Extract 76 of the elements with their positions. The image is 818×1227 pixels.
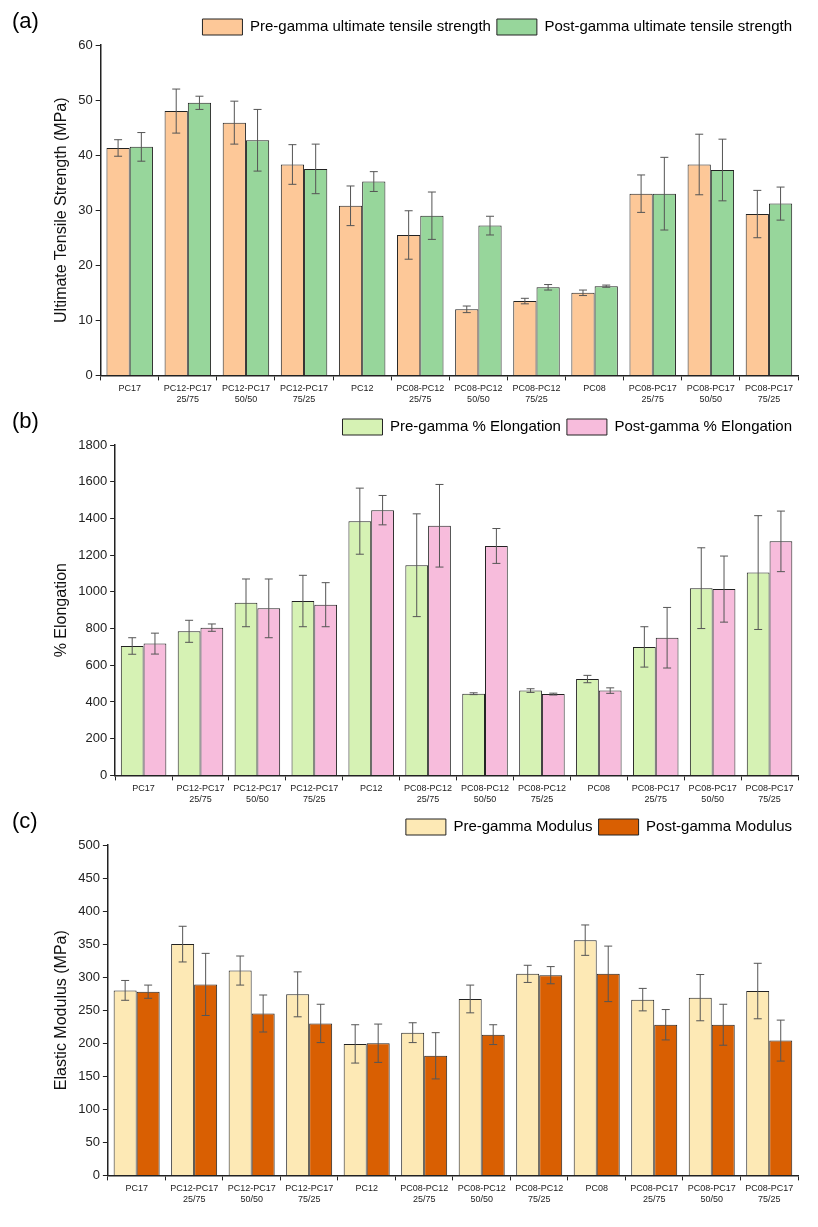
x-tick-label: PC08-PC17 25/75 (631, 783, 680, 805)
y-tick-label: 10 (78, 311, 93, 327)
y-tick-label: 400 (85, 693, 108, 709)
y-tick-label: 0 (92, 1166, 100, 1182)
y-tick-label: 300 (78, 968, 100, 984)
y-tick-label: 250 (78, 1001, 100, 1017)
x-tick-label: PC12-PC17 50/50 (227, 1183, 276, 1205)
y-axis-title: Ultimate Tensile Strength (MPa) (52, 97, 70, 323)
x-tick-label: PC08-PC12 25/75 (404, 783, 453, 805)
legend-label: Pre-gamma % Elongation (389, 417, 561, 435)
y-tick-label: 50 (85, 1133, 100, 1149)
x-tick-label: PC17 (118, 383, 141, 394)
x-tick-label: PC08-PC17 25/75 (630, 1183, 679, 1205)
y-tick-label: 0 (85, 366, 93, 382)
y-tick-label: 200 (85, 730, 108, 746)
x-tick-label: PC08-PC12 50/50 (457, 1183, 506, 1205)
y-tick-label: 1800 (78, 436, 108, 452)
x-tick-label: PC12-PC17 50/50 (221, 383, 270, 405)
x-tick-label: PC08-PC17 50/50 (686, 383, 735, 405)
x-tick-label: PC08-PC12 25/75 (396, 383, 445, 405)
x-tick-label: PC08 (587, 783, 611, 794)
legend-label: Pre-gamma Modulus (453, 817, 593, 835)
y-tick-label: 1000 (78, 583, 108, 599)
y-axis-title: % Elongation (52, 563, 70, 658)
y-axis-title: Elastic Modulus (MPa) (52, 930, 70, 1091)
x-tick-label: PC08-PC17 75/25 (745, 1183, 794, 1205)
y-tick-label: 150 (78, 1067, 100, 1083)
x-tick-label: PC12-PC17 75/25 (290, 783, 339, 805)
chart-title: (b) (12, 408, 39, 434)
x-tick-label: PC08-PC12 75/25 (517, 783, 566, 805)
y-tick-label: 200 (78, 1034, 100, 1050)
y-tick-label: 400 (78, 902, 100, 918)
legend-label: Post-gamma Modulus (646, 817, 793, 835)
y-tick-label: 800 (85, 620, 108, 636)
chart-title: (a) (12, 8, 39, 34)
x-tick-label: PC12-PC17 25/75 (163, 383, 212, 405)
y-tick-label: 0 (99, 766, 108, 782)
x-tick-label: PC17 (125, 1183, 148, 1194)
x-tick-label: PC12 (355, 1183, 378, 1194)
x-tick-label: PC08-PC12 75/25 (512, 383, 561, 405)
x-tick-label: PC12-PC17 50/50 (233, 783, 282, 805)
x-tick-label: PC08-PC12 50/50 (461, 783, 510, 805)
x-tick-label: PC08-PC12 25/75 (400, 1183, 449, 1205)
x-tick-label: PC08-PC12 50/50 (454, 383, 503, 405)
x-tick-label: PC12 (359, 783, 383, 794)
y-tick-label: 1400 (78, 510, 108, 525)
legend-label: Pre-gamma ultimate tensile strength (249, 17, 491, 35)
x-tick-label: PC08-PC17 75/25 (744, 383, 793, 405)
chart-title: (c) (12, 808, 38, 834)
x-tick-label: PC12-PC17 75/25 (285, 1183, 334, 1205)
x-tick-label: PC08-PC17 50/50 (688, 783, 737, 805)
x-tick-label: PC08 (585, 1183, 608, 1194)
x-tick-label: PC12-PC17 25/75 (176, 783, 225, 805)
x-tick-label: PC08-PC12 75/25 (515, 1183, 564, 1205)
x-tick-label: PC08-PC17 25/75 (628, 383, 677, 405)
y-tick-label: 1200 (78, 546, 108, 562)
y-tick-label: 50 (78, 91, 93, 107)
x-tick-label: PC12-PC17 25/75 (170, 1183, 219, 1205)
x-tick-label: PC08-PC17 50/50 (687, 1183, 736, 1205)
y-tick-label: 1600 (78, 473, 108, 489)
y-tick-label: 600 (85, 656, 108, 672)
y-tick-label: 350 (78, 935, 100, 951)
y-tick-label: 30 (78, 201, 93, 217)
x-tick-label: PC17 (132, 783, 155, 794)
y-tick-label: 40 (78, 146, 93, 162)
x-tick-label: PC12-PC17 75/25 (280, 383, 329, 405)
y-tick-label: 100 (78, 1100, 100, 1116)
y-tick-label: 450 (78, 869, 100, 885)
y-tick-label: 60 (78, 36, 93, 52)
x-tick-label: PC08 (583, 383, 606, 394)
y-tick-label: 500 (78, 836, 100, 852)
legend-label: Post-gamma % Elongation (614, 417, 792, 435)
x-tick-label: PC08-PC17 75/25 (745, 783, 794, 805)
legend-label: Post-gamma ultimate tensile strength (544, 17, 793, 35)
y-tick-label: 20 (78, 256, 93, 272)
x-tick-label: PC12 (350, 383, 374, 394)
